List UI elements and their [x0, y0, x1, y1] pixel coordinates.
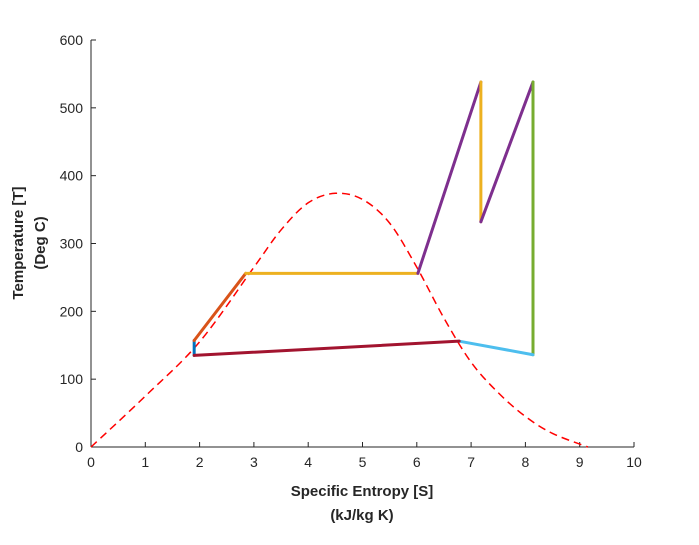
- x-tick-label: 3: [250, 454, 258, 470]
- y-tick-label: 400: [60, 168, 84, 184]
- cycle-process-line-8: [457, 339, 535, 357]
- y-tick-label: 300: [60, 236, 84, 252]
- x-tick-label: 4: [304, 454, 312, 470]
- x-axis-label-line2: (kJ/kg K): [330, 507, 393, 524]
- x-tick-label: 10: [626, 454, 642, 470]
- y-axis-label-line2: (Deg C): [32, 216, 49, 269]
- y-tick-label: 500: [60, 100, 84, 116]
- x-tick-label: 6: [413, 454, 421, 470]
- y-tick-label: 100: [60, 371, 84, 387]
- y-tick-label: 600: [60, 32, 84, 48]
- x-tick-label: 1: [141, 454, 149, 470]
- x-axis-label-line1: Specific Entropy [S]: [291, 483, 434, 500]
- cycle-process-line-2: [192, 271, 248, 343]
- x-tick-label: 2: [196, 454, 204, 470]
- x-tick-label: 7: [467, 454, 475, 470]
- y-axis-label-line1: Temperature [T]: [10, 186, 27, 299]
- y-tick-label: 200: [60, 303, 84, 319]
- x-tick-label: 8: [522, 454, 530, 470]
- x-tick-label: 9: [576, 454, 584, 470]
- cycle-process-line-4: [416, 80, 483, 275]
- x-tick-label: 0: [87, 454, 95, 470]
- y-tick-label: 0: [75, 439, 83, 455]
- cycle-process-line-9: [192, 339, 461, 357]
- saturation-dome-curve: [90, 192, 589, 448]
- x-tick-label: 5: [359, 454, 367, 470]
- cycle-process-line-6: [479, 80, 535, 224]
- plot-area: [90, 80, 589, 448]
